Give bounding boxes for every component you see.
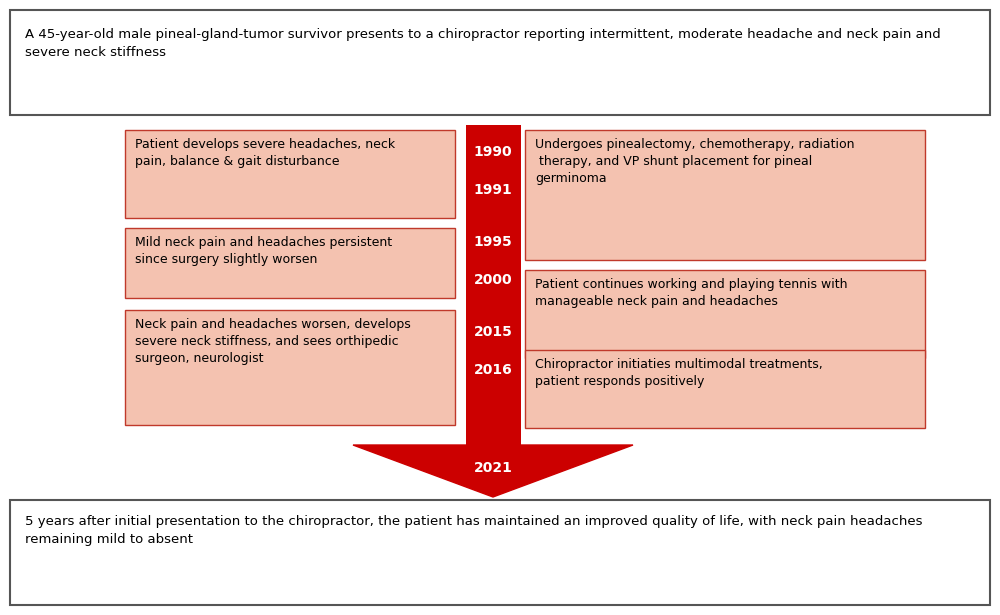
- Text: 1995: 1995: [474, 235, 512, 249]
- FancyBboxPatch shape: [525, 350, 925, 428]
- Text: 2015: 2015: [474, 325, 512, 339]
- FancyBboxPatch shape: [125, 310, 455, 425]
- FancyBboxPatch shape: [125, 228, 455, 298]
- FancyBboxPatch shape: [10, 500, 990, 605]
- FancyBboxPatch shape: [10, 10, 990, 115]
- Text: 1990: 1990: [474, 145, 512, 159]
- Text: 1991: 1991: [474, 183, 512, 197]
- Text: Neck pain and headaches worsen, develops
severe neck stiffness, and sees orthipe: Neck pain and headaches worsen, develops…: [135, 318, 411, 365]
- Text: Mild neck pain and headaches persistent
since surgery slightly worsen: Mild neck pain and headaches persistent …: [135, 236, 392, 266]
- Polygon shape: [353, 445, 633, 497]
- FancyBboxPatch shape: [525, 130, 925, 260]
- Text: A 45-year-old male pineal-gland-tumor survivor presents to a chiropractor report: A 45-year-old male pineal-gland-tumor su…: [25, 28, 941, 59]
- Text: 2016: 2016: [474, 363, 512, 377]
- Text: Patient develops severe headaches, neck
pain, balance & gait disturbance: Patient develops severe headaches, neck …: [135, 138, 395, 168]
- Text: Chiropractor initiaties multimodal treatments,
patient responds positively: Chiropractor initiaties multimodal treat…: [535, 358, 823, 388]
- FancyBboxPatch shape: [466, 125, 521, 445]
- Text: 2021: 2021: [474, 461, 512, 475]
- FancyBboxPatch shape: [525, 270, 925, 358]
- FancyBboxPatch shape: [125, 130, 455, 218]
- Text: 5 years after initial presentation to the chiropractor, the patient has maintain: 5 years after initial presentation to th…: [25, 515, 922, 546]
- Text: Undergoes pinealectomy, chemotherapy, radiation
 therapy, and VP shunt placement: Undergoes pinealectomy, chemotherapy, ra…: [535, 138, 854, 185]
- Text: 2000: 2000: [474, 273, 512, 287]
- Text: Patient continues working and playing tennis with
manageable neck pain and heada: Patient continues working and playing te…: [535, 278, 848, 308]
